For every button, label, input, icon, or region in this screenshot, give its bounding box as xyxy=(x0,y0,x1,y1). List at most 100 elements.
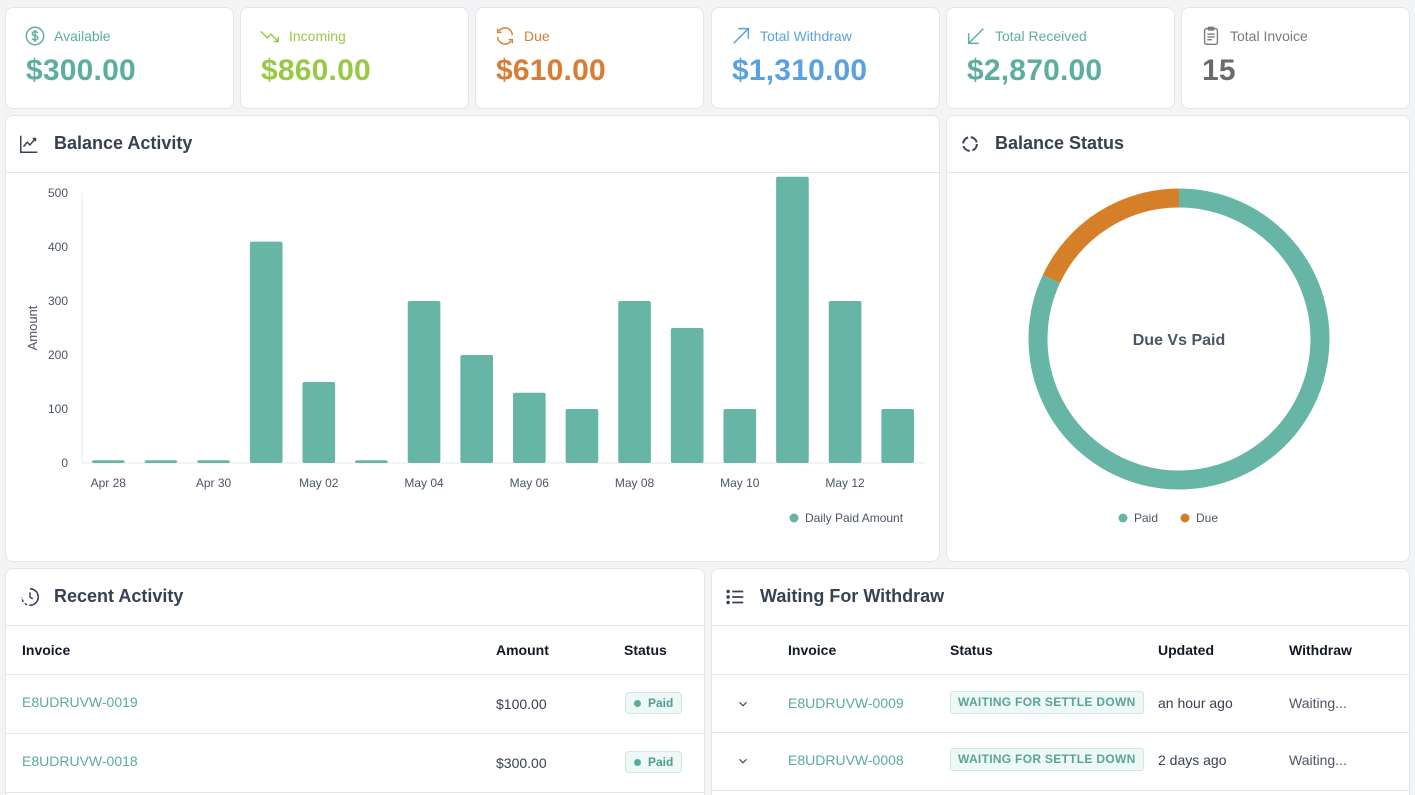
y-tick-label: 300 xyxy=(48,294,68,308)
trend-down-icon xyxy=(260,30,279,43)
column-header-status[interactable]: Status xyxy=(624,642,667,658)
panel-header: Recent Activity xyxy=(6,569,704,626)
x-tick-label: May 12 xyxy=(825,476,865,490)
stat-value: $2,870.00 xyxy=(967,54,1103,87)
x-tick-label: May 02 xyxy=(299,476,339,490)
stat-label: Incoming xyxy=(289,28,346,44)
list-icon xyxy=(726,589,744,605)
bar xyxy=(302,382,336,463)
status-badge: WAITING FOR SETTLE DOWN xyxy=(950,748,1144,771)
panel-title: Balance Status xyxy=(995,133,1125,153)
balance-status-donut-chart: Due Vs Paid Paid Due xyxy=(1028,188,1330,525)
column-header-invoice[interactable]: Invoice xyxy=(22,642,71,658)
stat-card-available: Available $300.00 xyxy=(5,7,234,109)
column-header-status[interactable]: Status xyxy=(950,642,993,658)
withdraw-cell: Waiting... xyxy=(1289,752,1347,768)
stat-label: Due xyxy=(524,28,550,44)
y-tick-label: 200 xyxy=(48,348,68,362)
table-row[interactable]: E8UDRUVW-0008 WAITING FOR SETTLE DOWN 2 … xyxy=(712,733,1409,791)
status-text: Paid xyxy=(648,755,674,769)
amount-cell: $100.00 xyxy=(496,696,547,712)
chevron-down-icon[interactable] xyxy=(736,754,750,768)
invoice-link[interactable]: E8UDRUVW-0019 xyxy=(22,694,138,710)
stat-card-total-received: Total Received $2,870.00 xyxy=(946,7,1175,109)
column-header-invoice[interactable]: Invoice xyxy=(788,642,837,658)
bar xyxy=(355,460,388,463)
legend-label: Daily Paid Amount xyxy=(805,511,904,525)
panel-header: Waiting For Withdraw xyxy=(712,569,1409,626)
recent-activity-panel: Recent Activity Invoice Amount Status E8… xyxy=(5,568,705,795)
withdraw-cell: Waiting... xyxy=(1289,695,1347,711)
stat-value: $860.00 xyxy=(261,54,371,87)
clipboard-icon xyxy=(1203,26,1219,45)
balance-activity-panel: Balance Activity 0 100 200 300 400 500 Amount A… xyxy=(5,115,940,562)
legend-label: Due xyxy=(1196,511,1218,525)
balance-status-panel: Balance Status Due Vs Paid Paid Due xyxy=(946,115,1410,562)
refresh-icon xyxy=(496,27,514,45)
legend-label: Paid xyxy=(1134,511,1158,525)
stat-card-total-invoice: Total Invoice 15 xyxy=(1181,7,1410,109)
x-tick-label: May 10 xyxy=(720,476,760,490)
bar xyxy=(881,409,915,463)
stat-value: $610.00 xyxy=(496,54,606,87)
status-dot xyxy=(634,759,641,766)
legend-swatch xyxy=(1118,513,1128,523)
column-header-withdraw[interactable]: Withdraw xyxy=(1289,642,1352,658)
chevron-down-icon[interactable] xyxy=(736,697,750,711)
stat-label: Total Received xyxy=(995,28,1087,44)
panel-header: Balance Status xyxy=(947,116,1409,173)
x-tick-label: May 06 xyxy=(510,476,550,490)
amount-cell: $300.00 xyxy=(496,755,547,771)
dollar-circle-icon xyxy=(25,26,45,46)
table-header: Invoice Amount Status xyxy=(6,626,704,675)
stat-value: 15 xyxy=(1202,54,1236,87)
bar xyxy=(828,301,862,463)
status-badge: Paid xyxy=(625,692,683,714)
y-tick-label: 0 xyxy=(61,456,68,470)
y-tick-label: 400 xyxy=(48,240,68,254)
bar xyxy=(249,241,283,463)
column-header-amount[interactable]: Amount xyxy=(496,642,549,658)
table-row[interactable]: E8UDRUVW-0018 $300.00 Paid xyxy=(6,734,704,793)
line-chart-icon xyxy=(20,135,38,153)
invoice-link[interactable]: E8UDRUVW-0009 xyxy=(788,695,904,711)
stat-card-total-withdraw: Total Withdraw $1,310.00 xyxy=(711,7,940,109)
balance-activity-bar-chart: 0 100 200 300 400 500 Amount Apr 28 Apr 30 May 02… xyxy=(25,176,924,525)
bar xyxy=(512,392,546,463)
x-tick-label: May 04 xyxy=(404,476,444,490)
status-badge: WAITING FOR SETTLE DOWN xyxy=(950,691,1144,714)
bar xyxy=(670,328,704,463)
bar xyxy=(91,460,125,463)
y-tick-label: 500 xyxy=(48,186,68,200)
stat-label: Available xyxy=(54,28,111,44)
stat-label: Total Withdraw xyxy=(760,28,852,44)
column-header-updated[interactable]: Updated xyxy=(1158,642,1214,658)
invoice-link[interactable]: E8UDRUVW-0018 xyxy=(22,753,138,769)
status-text: Paid xyxy=(648,696,674,710)
stat-value: $1,310.00 xyxy=(732,54,868,87)
waiting-withdraw-panel: Waiting For Withdraw Invoice Status Upda… xyxy=(711,568,1410,795)
bar xyxy=(144,460,178,463)
status-dot xyxy=(634,700,641,707)
bar xyxy=(776,176,809,464)
legend-swatch xyxy=(1180,513,1190,523)
updated-cell: an hour ago xyxy=(1158,695,1233,711)
donut-icon xyxy=(962,136,978,152)
panel-header: Balance Activity xyxy=(6,116,939,173)
updated-cell: 2 days ago xyxy=(1158,752,1227,768)
x-tick-label: Apr 28 xyxy=(91,476,127,490)
bar xyxy=(565,409,599,463)
table-row[interactable]: E8UDRUVW-0019 $100.00 Paid xyxy=(6,675,704,734)
table-row[interactable]: E8UDRUVW-0009 WAITING FOR SETTLE DOWN an… xyxy=(712,675,1409,733)
donut-slice xyxy=(1042,188,1180,284)
stat-card-incoming: Incoming $860.00 xyxy=(240,7,469,109)
invoice-link[interactable]: E8UDRUVW-0008 xyxy=(788,752,904,768)
arrow-up-right-icon xyxy=(733,27,750,44)
table-header: Invoice Status Updated Withdraw xyxy=(712,626,1409,675)
stat-value: $300.00 xyxy=(26,54,136,87)
status-badge: Paid xyxy=(625,751,683,773)
bar xyxy=(407,301,441,463)
donut-slice xyxy=(1028,188,1330,490)
bar xyxy=(197,460,230,463)
x-tick-label: Apr 30 xyxy=(196,476,232,490)
